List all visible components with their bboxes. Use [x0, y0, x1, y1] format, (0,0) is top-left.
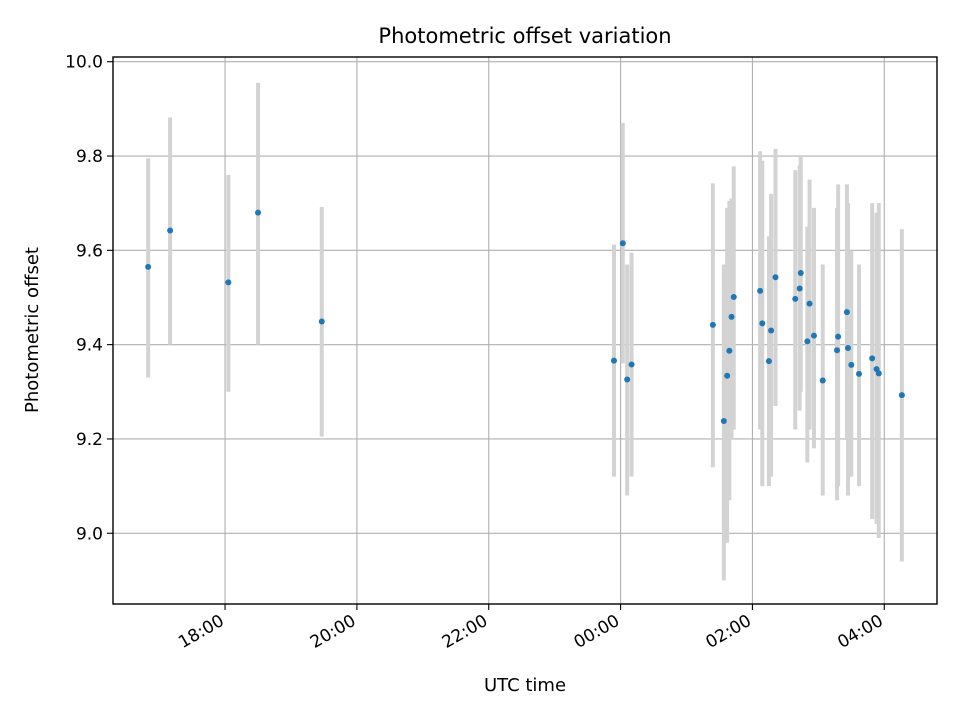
data-point	[619, 240, 626, 247]
data-point	[834, 347, 841, 354]
data-point	[806, 300, 813, 307]
data-point	[796, 285, 803, 292]
y-tick-label: 9.6	[76, 241, 103, 261]
data-point	[728, 313, 735, 320]
plot-frame	[112, 56, 938, 605]
data-point	[724, 372, 731, 379]
x-axis-label: UTC time	[484, 675, 566, 696]
data-point	[797, 269, 804, 276]
grid	[113, 57, 937, 604]
data-point	[720, 418, 727, 425]
data-point	[855, 370, 862, 377]
data-point	[810, 332, 817, 339]
data-point	[726, 347, 733, 354]
data-point	[628, 361, 635, 368]
data-point	[610, 357, 617, 364]
chart-title: Photometric offset variation	[378, 24, 671, 48]
data-point	[898, 392, 905, 399]
data-point	[804, 338, 811, 345]
data-point	[772, 274, 779, 281]
data-point	[843, 309, 850, 316]
data-point	[765, 358, 772, 365]
y-tick-label: 9.8	[76, 147, 103, 167]
y-axis-label: Photometric offset	[22, 247, 43, 413]
data-point	[709, 321, 716, 328]
data-point	[848, 361, 855, 368]
data-point	[835, 333, 842, 340]
data-point	[145, 263, 152, 270]
data-point	[759, 320, 766, 327]
data-point	[225, 279, 232, 286]
data-point	[318, 318, 325, 325]
y-tick-label: 9.0	[76, 524, 103, 544]
data-point	[255, 209, 262, 216]
data-point	[875, 370, 882, 377]
y-tick-label: 10.0	[65, 53, 103, 73]
data-point	[869, 355, 876, 362]
data-point	[167, 227, 174, 234]
data-point	[624, 376, 631, 383]
y-tick-label: 9.2	[76, 430, 103, 450]
data-point	[845, 344, 852, 351]
data-point	[757, 287, 764, 294]
data-point	[819, 377, 826, 384]
y-tick-label: 9.4	[76, 336, 103, 356]
data-point	[768, 327, 775, 334]
data-points	[145, 209, 905, 425]
data-point	[730, 294, 737, 301]
data-point	[792, 295, 799, 302]
